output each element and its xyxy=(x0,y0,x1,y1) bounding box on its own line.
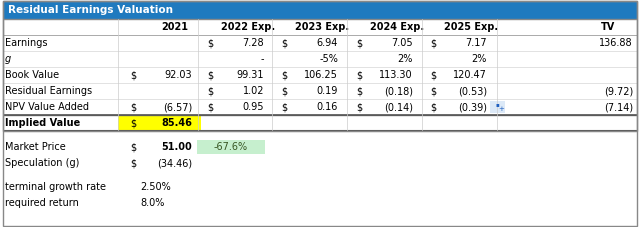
Bar xyxy=(3,1,637,19)
Text: $: $ xyxy=(356,70,362,80)
Text: $: $ xyxy=(430,102,436,112)
Text: $: $ xyxy=(130,70,136,80)
Text: 0.95: 0.95 xyxy=(243,102,264,112)
Bar xyxy=(3,19,637,35)
Text: Residual Earnings: Residual Earnings xyxy=(5,86,92,96)
Text: 7.17: 7.17 xyxy=(465,38,487,48)
Text: ▪: ▪ xyxy=(495,103,499,108)
Text: -67.6%: -67.6% xyxy=(214,142,248,152)
Text: (0.14): (0.14) xyxy=(384,102,413,112)
Text: Residual Earnings Valuation: Residual Earnings Valuation xyxy=(8,5,173,15)
Text: $: $ xyxy=(207,86,213,96)
Text: $: $ xyxy=(130,102,136,112)
Text: $: $ xyxy=(281,102,287,112)
Text: (6.57): (6.57) xyxy=(163,102,192,112)
Text: 2022 Exp.: 2022 Exp. xyxy=(221,22,275,32)
Bar xyxy=(3,1,637,131)
Text: 113.30: 113.30 xyxy=(380,70,413,80)
Bar xyxy=(490,101,505,113)
Text: (0.18): (0.18) xyxy=(384,86,413,96)
Text: Earnings: Earnings xyxy=(5,38,47,48)
Text: 85.46: 85.46 xyxy=(161,118,192,128)
Text: $: $ xyxy=(356,86,362,96)
Text: $: $ xyxy=(430,86,436,96)
Text: $: $ xyxy=(207,38,213,48)
Text: $: $ xyxy=(130,158,136,168)
Text: 0.16: 0.16 xyxy=(317,102,338,112)
Bar xyxy=(3,115,637,131)
Text: NPV Value Added: NPV Value Added xyxy=(5,102,89,112)
Text: 0.19: 0.19 xyxy=(317,86,338,96)
Bar xyxy=(197,140,265,154)
Bar xyxy=(3,51,637,67)
Text: 2023 Exp.: 2023 Exp. xyxy=(295,22,349,32)
Text: $: $ xyxy=(207,102,213,112)
Text: -5%: -5% xyxy=(319,54,338,64)
Text: $: $ xyxy=(430,38,436,48)
Text: $: $ xyxy=(281,70,287,80)
Text: $: $ xyxy=(130,118,136,128)
Text: Speculation (g): Speculation (g) xyxy=(5,158,79,168)
Text: (7.14): (7.14) xyxy=(604,102,633,112)
Text: $: $ xyxy=(356,38,362,48)
Text: 1.02: 1.02 xyxy=(243,86,264,96)
Text: 2%: 2% xyxy=(397,54,413,64)
Text: 7.05: 7.05 xyxy=(392,38,413,48)
Text: $: $ xyxy=(281,86,287,96)
Text: 2%: 2% xyxy=(472,54,487,64)
Text: (0.39): (0.39) xyxy=(458,102,487,112)
Text: $: $ xyxy=(281,38,287,48)
Text: $: $ xyxy=(207,70,213,80)
Bar xyxy=(3,35,637,51)
Text: Implied Value: Implied Value xyxy=(5,118,80,128)
Bar xyxy=(3,83,637,99)
Text: $: $ xyxy=(130,142,136,152)
Text: 2025 Exp.: 2025 Exp. xyxy=(444,22,498,32)
Text: 51.00: 51.00 xyxy=(161,142,192,152)
Bar xyxy=(3,67,637,83)
Text: +: + xyxy=(498,106,504,112)
Text: (0.53): (0.53) xyxy=(458,86,487,96)
Text: 7.28: 7.28 xyxy=(243,38,264,48)
Bar xyxy=(3,99,637,115)
Text: $: $ xyxy=(356,102,362,112)
Text: required return: required return xyxy=(5,198,79,208)
Text: -: - xyxy=(260,54,264,64)
Text: (9.72): (9.72) xyxy=(604,86,633,96)
Text: terminal growth rate: terminal growth rate xyxy=(5,182,106,192)
Bar xyxy=(118,115,201,131)
Text: 8.0%: 8.0% xyxy=(140,198,164,208)
Text: (34.46): (34.46) xyxy=(157,158,192,168)
Text: 6.94: 6.94 xyxy=(317,38,338,48)
Text: TV: TV xyxy=(601,22,615,32)
Text: Book Value: Book Value xyxy=(5,70,59,80)
Text: Market Price: Market Price xyxy=(5,142,66,152)
Text: 2024 Exp.: 2024 Exp. xyxy=(370,22,424,32)
Text: 106.25: 106.25 xyxy=(304,70,338,80)
Text: 136.88: 136.88 xyxy=(600,38,633,48)
Text: 120.47: 120.47 xyxy=(453,70,487,80)
Text: 2.50%: 2.50% xyxy=(140,182,171,192)
Text: g: g xyxy=(5,54,12,64)
Text: $: $ xyxy=(430,70,436,80)
Text: 92.03: 92.03 xyxy=(164,70,192,80)
Text: 2021: 2021 xyxy=(161,22,189,32)
Text: 99.31: 99.31 xyxy=(237,70,264,80)
